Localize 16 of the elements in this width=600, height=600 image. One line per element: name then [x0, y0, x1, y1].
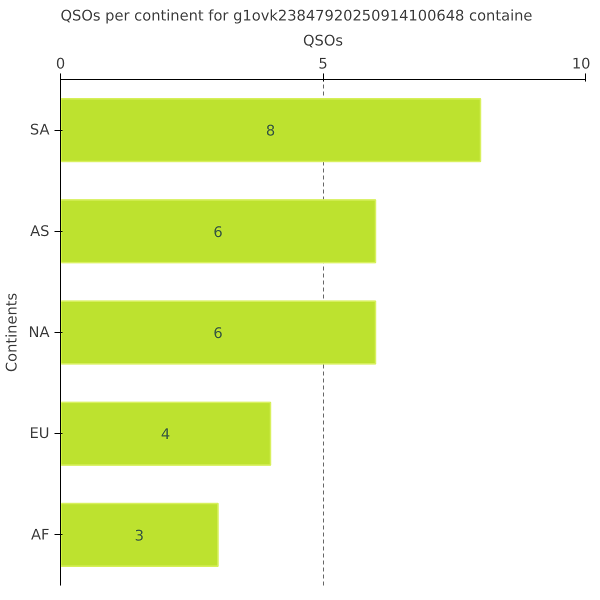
- data-label: 3: [134, 527, 144, 544]
- y-tick-label: NA: [28, 324, 50, 341]
- data-label: 6: [213, 224, 223, 241]
- data-label: 8: [266, 122, 276, 140]
- y-tick-label: SA: [30, 122, 50, 139]
- x-tick-label: 5: [318, 56, 328, 72]
- data-label: 6: [213, 325, 223, 342]
- y-tick-label: AF: [31, 526, 50, 544]
- x-tick-label: 10: [572, 56, 591, 72]
- y-axis-title: Continents: [4, 292, 21, 372]
- y-tick-label: EU: [30, 425, 50, 442]
- chart-title: QSOs per continent for g1ovk23847920250914100648 containe: [60, 8, 532, 24]
- y-tick-label: AS: [30, 222, 50, 240]
- x-axis-title: QSOs: [302, 32, 344, 50]
- x-tick-label: 0: [56, 56, 66, 72]
- data-label: 4: [160, 426, 170, 444]
